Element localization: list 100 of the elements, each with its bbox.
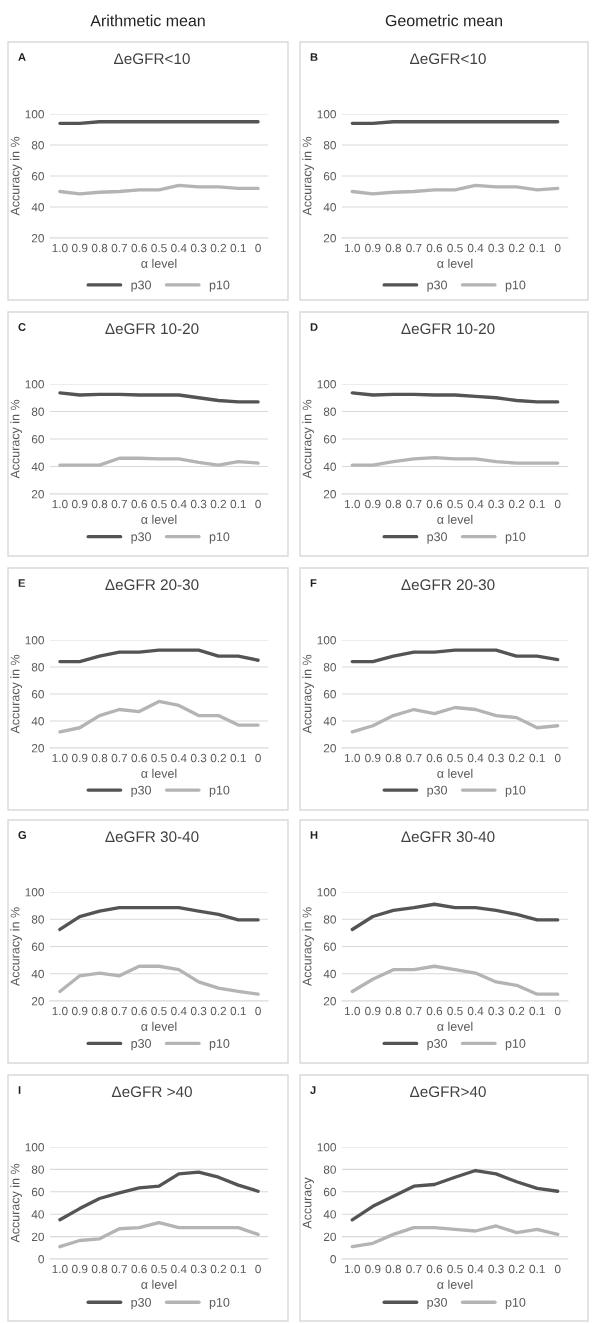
x-tick-label: 0.4 [171, 499, 187, 509]
y-tick-label: 20 [31, 1232, 44, 1241]
x-tick-label: 0.2 [210, 1006, 227, 1016]
x-axis-title: α level [437, 514, 473, 524]
line-series [350, 705, 560, 734]
y-tick-label: 80 [31, 141, 44, 150]
chart-title: ΔeGFR>40 [410, 1086, 486, 1098]
y-tick-label: 60 [323, 1187, 336, 1197]
legend-label: p10 [505, 532, 526, 544]
y-axis-title: Accuracy in % [302, 654, 314, 734]
legend-label: p10 [209, 532, 230, 544]
line-series [350, 183, 560, 196]
y-tick-label: 60 [323, 435, 336, 444]
x-axis-title: α level [141, 1021, 177, 1031]
x-tick-label: 0.6 [131, 1006, 147, 1016]
legend-label: p30 [131, 1039, 152, 1051]
y-tick-label: 80 [323, 915, 336, 924]
chart-title: ΔeGFR 20-30 [401, 579, 495, 591]
x-tick-label: 0.5 [151, 499, 167, 509]
y-tick-label: 0 [330, 1255, 336, 1264]
x-tick-label: 0.2 [508, 1264, 525, 1274]
chart-title: ΔeGFR 10-20 [401, 323, 495, 335]
line-series [350, 648, 560, 664]
x-tick-label: 0.6 [426, 1264, 443, 1274]
x-tick-label: 0.5 [447, 1264, 463, 1274]
x-tick-label: 0.6 [426, 753, 443, 763]
x-tick-label: 0.7 [406, 499, 422, 509]
legend-label: p30 [131, 1297, 152, 1310]
x-axis-title: α level [141, 258, 177, 268]
x-tick-label: 0.7 [111, 1006, 127, 1016]
x-tick-label: 0.2 [508, 753, 525, 763]
x-tick-label: 0.7 [111, 753, 127, 763]
line-series [350, 964, 560, 996]
x-tick-label: 0.2 [210, 499, 227, 509]
x-tick-label: 0.1 [529, 1264, 545, 1274]
x-tick-label: 1.0 [344, 499, 361, 509]
y-tick-label: 40 [31, 1210, 44, 1219]
x-tick-label: 0.4 [171, 243, 187, 253]
chart-title: ΔeGFR 10-20 [105, 323, 199, 335]
y-tick-label: 80 [31, 1165, 44, 1174]
x-tick-label: 0.5 [447, 243, 463, 253]
line-series [350, 902, 560, 932]
x-tick-label: 1.0 [52, 1264, 68, 1274]
y-tick-label: 20 [323, 744, 336, 753]
y-tick-label: 100 [317, 1143, 336, 1152]
x-tick-label: 0 [255, 499, 261, 509]
x-tick-label: 0.6 [426, 243, 443, 253]
y-axis-title: Accuracy in % [10, 907, 22, 987]
line-series [58, 906, 260, 932]
x-tick-label: 0 [554, 753, 561, 763]
line-series [58, 456, 260, 467]
x-tick-label: 0.3 [190, 753, 207, 763]
y-tick-label: 40 [323, 203, 336, 212]
x-tick-label: 0.9 [365, 243, 381, 253]
x-tick-label: 0.1 [529, 499, 545, 509]
legend-label: p10 [209, 280, 230, 292]
x-tick-label: 0.6 [131, 499, 147, 509]
y-tick-label: 20 [323, 234, 336, 243]
y-axis-title: Accuracy in % [10, 136, 22, 216]
x-tick-label: 0.5 [447, 1006, 463, 1016]
y-tick-label: 60 [323, 690, 336, 699]
x-tick-label: 0.1 [230, 1264, 246, 1274]
y-tick-label: 20 [31, 997, 44, 1006]
y-tick-label: 40 [323, 1210, 336, 1219]
x-tick-label: 0.6 [426, 499, 443, 509]
line-series [350, 1168, 560, 1222]
x-axis-title: α level [437, 258, 473, 268]
x-tick-label: 0.4 [171, 753, 187, 763]
x-tick-label: 1.0 [52, 753, 68, 763]
x-tick-label: 0.8 [385, 1264, 402, 1274]
x-tick-label: 0.1 [529, 1006, 545, 1016]
x-tick-label: 1.0 [52, 243, 68, 253]
y-axis-title: Accuracy in % [10, 399, 22, 479]
text: B [310, 53, 318, 61]
line-series [350, 1224, 560, 1249]
y-tick-label: 60 [31, 942, 44, 951]
x-tick-label: 1.0 [344, 243, 361, 253]
line-series [350, 455, 560, 467]
y-axis-title: Accuracy in % [10, 1163, 22, 1243]
x-tick-label: 0.9 [71, 1264, 88, 1274]
x-tick-label: 0.7 [111, 499, 127, 509]
line-series [58, 1220, 260, 1249]
y-tick-label: 60 [31, 1187, 44, 1197]
text: F [310, 579, 317, 587]
y-tick-label: 80 [323, 663, 336, 672]
x-tick-label: 0.3 [488, 499, 504, 509]
line-series [58, 964, 260, 996]
x-tick-label: 0.8 [91, 499, 108, 509]
x-tick-label: 0.9 [71, 753, 88, 763]
x-tick-label: 1.0 [344, 1006, 361, 1016]
y-tick-label: 60 [31, 172, 44, 181]
y-tick-label: 40 [31, 717, 44, 726]
x-tick-label: 0.8 [91, 1006, 108, 1016]
x-tick-label: 0.4 [467, 1006, 484, 1016]
x-tick-label: 0.7 [111, 1264, 127, 1274]
y-tick-label: 100 [317, 636, 336, 645]
x-tick-label: 0.5 [151, 1006, 167, 1016]
line-series [58, 699, 260, 734]
y-tick-label: 80 [31, 407, 44, 416]
legend-label: p30 [131, 280, 152, 292]
